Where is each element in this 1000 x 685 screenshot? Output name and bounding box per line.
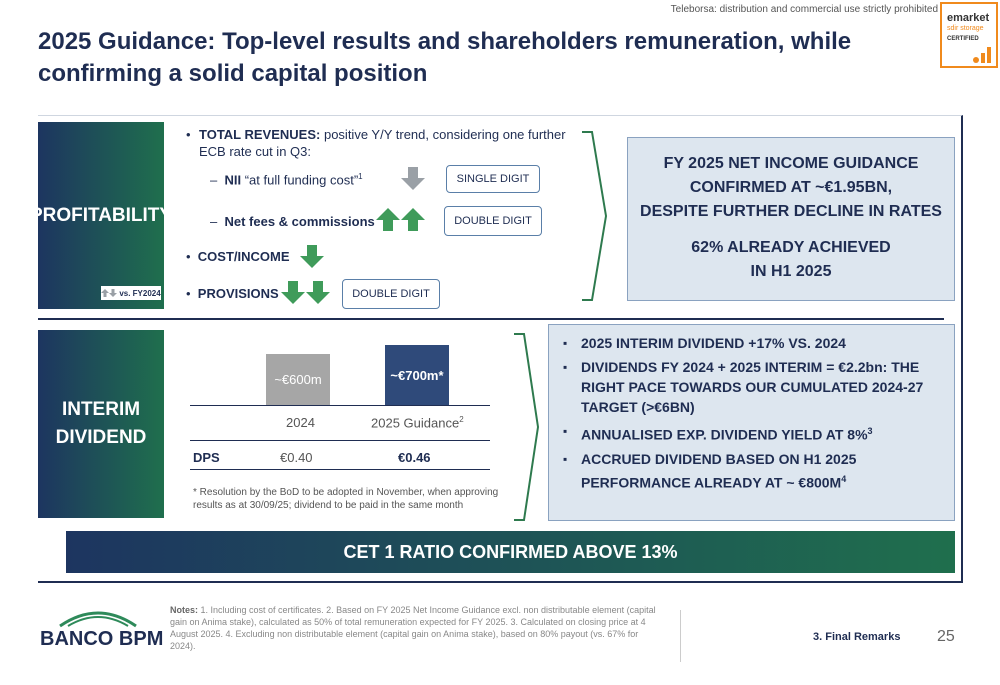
net-fees-label: Net fees & commissions <box>224 214 375 229</box>
chart-baseline <box>190 405 490 406</box>
double-arrow-down-green-icon <box>281 281 330 304</box>
nii-text: “at full funding cost” <box>241 172 359 188</box>
provisions-pill: DOUBLE DIGIT <box>342 279 440 309</box>
dividend-bullet-text: 2025 INTERIM DIVIDEND +17% VS. 2024 <box>581 335 846 351</box>
up-down-arrows-icon <box>101 289 118 297</box>
total-revenues-label: TOTAL REVENUES: <box>199 127 321 142</box>
notes-label: Notes: <box>170 605 199 615</box>
bar-2025-guidance: ~€700m* <box>385 345 449 405</box>
achieved-line-1: 62% ALREADY ACHIEVED <box>691 239 891 256</box>
signal-bars-icon <box>973 47 991 63</box>
category-2025-guidance: 2025 Guidance2 <box>371 415 464 430</box>
disclaimer-text: Teleborsa: distribution and commercial u… <box>670 4 938 15</box>
bracket-right-2 <box>514 333 540 521</box>
dps-label: DPS <box>193 450 220 465</box>
footer-divider <box>680 610 681 662</box>
footer-notes: Notes: 1. Including cost of certificates… <box>170 604 660 652</box>
dps-2025: €0.46 <box>398 450 431 465</box>
section-label: 3. Final Remarks <box>813 631 901 643</box>
dividend-bullet: ACCRUED DIVIDEND BASED ON H1 2025 PERFOR… <box>563 449 942 493</box>
nii-item: – NII “at full funding cost”1 <box>210 172 363 188</box>
bracket-right-1 <box>582 131 608 301</box>
certified-logo: emarket sdir storage CERTIFIED <box>940 2 998 68</box>
cet1-banner: CET 1 RATIO CONFIRMED ABOVE 13% <box>66 531 955 573</box>
notes-text: 1. Including cost of certificates. 2. Ba… <box>170 605 656 651</box>
dividend-bullet-list: 2025 INTERIM DIVIDEND +17% VS. 2024 DIVID… <box>563 333 942 492</box>
profitability-side-label: PROFITABILITY <box>30 122 172 309</box>
dividend-bullet: 2025 INTERIM DIVIDEND +17% VS. 2024 <box>563 333 942 353</box>
cert-logo-line3: CERTIFIED <box>947 36 979 42</box>
bar-2024: ~€600m <box>266 353 330 405</box>
dps-top-line <box>190 440 490 441</box>
dividend-bar-chart: ~€600m ~€700m* <box>190 336 490 406</box>
guidance-line-1: FY 2025 NET INCOME GUIDANCE <box>663 155 919 172</box>
content-frame <box>38 115 963 583</box>
dividend-bullets-box: 2025 INTERIM DIVIDEND +17% VS. 2024 DIVID… <box>548 324 955 521</box>
net-fees-pill: DOUBLE DIGIT <box>444 206 542 236</box>
guidance-line-2: CONFIRMED AT ~€1.95BN, <box>689 179 893 196</box>
bar-2024-value-label: ~€600m <box>274 371 322 387</box>
category-2025-label: 2025 Guidance <box>371 415 460 431</box>
dividend-bullet-text: ACCRUED DIVIDEND BASED ON H1 2025 PERFOR… <box>581 450 857 491</box>
bar-2025-value-label: ~€700m* <box>390 367 444 383</box>
dividend-footnote: * Resolution by the BoD to be adopted in… <box>193 487 499 511</box>
page-title: 2025 Guidance: Top-level results and sha… <box>38 28 852 87</box>
cost-income-item: • COST/INCOME <box>186 249 290 264</box>
dividend-bullet: ANNUALISED EXP. DIVIDEND YIELD AT 8%3 <box>563 421 942 445</box>
arrow-down-green-icon <box>300 245 324 268</box>
nii-label: NII <box>224 172 242 188</box>
dividend-side-line-2: DIVIDEND <box>55 427 147 448</box>
guidance-line-3: DESPITE FURTHER DECLINE IN RATES <box>640 203 942 220</box>
arrow-down-grey-icon <box>401 167 425 190</box>
category-2025-sup: 2 <box>459 415 464 424</box>
dividend-bullet-text: ANNUALISED EXP. DIVIDEND YIELD AT 8% <box>581 426 868 443</box>
dividend-bullet-sup: 4 <box>841 473 847 484</box>
achieved-line-2: IN H1 2025 <box>750 263 832 280</box>
dividend-bullet-sup: 3 <box>867 426 873 436</box>
nii-sup: 1 <box>358 172 363 181</box>
double-arrow-up-green-icon <box>376 208 425 231</box>
page-number: 25 <box>937 628 955 645</box>
net-income-guidance-box: FY 2025 NET INCOME GUIDANCE CONFIRMED AT… <box>627 137 955 301</box>
section-separator <box>38 318 944 320</box>
dps-2024: €0.40 <box>280 450 313 465</box>
banco-bpm-logo: BANCO BPM <box>40 611 164 651</box>
vs-fy2024-label: vs. FY2024 <box>119 288 161 298</box>
dps-bottom-line <box>190 469 490 470</box>
total-revenues-text: positive Y/Y trend, considering one furt… <box>199 127 566 159</box>
vs-fy2024-badge: vs. FY2024 <box>101 286 161 300</box>
cert-logo-line2: sdir storage <box>947 25 984 32</box>
cost-income-label: COST/INCOME <box>197 249 290 264</box>
cert-logo-line1: emarket <box>947 12 990 24</box>
bank-name-2: BPM <box>118 628 164 650</box>
dividend-bullet-text: DIVIDENDS FY 2024 + 2025 INTERIM = €2.2b… <box>581 359 924 415</box>
dividend-bullet: DIVIDENDS FY 2024 + 2025 INTERIM = €2.2b… <box>563 357 942 417</box>
total-revenues-bullet: • TOTAL REVENUES: positive Y/Y trend, co… <box>186 127 566 159</box>
dividend-side-line-1: INTERIM <box>61 399 141 420</box>
net-fees-item: – Net fees & commissions <box>210 214 375 229</box>
bank-arc-icon <box>59 611 137 628</box>
provisions-label: PROVISIONS <box>197 286 279 301</box>
provisions-item: • PROVISIONS <box>186 286 279 301</box>
category-2024: 2024 <box>286 415 315 430</box>
nii-pill: SINGLE DIGIT <box>446 165 540 193</box>
bank-name-1: BANCO <box>40 628 114 650</box>
interim-dividend-side-label: INTERIM DIVIDEND <box>38 330 164 518</box>
